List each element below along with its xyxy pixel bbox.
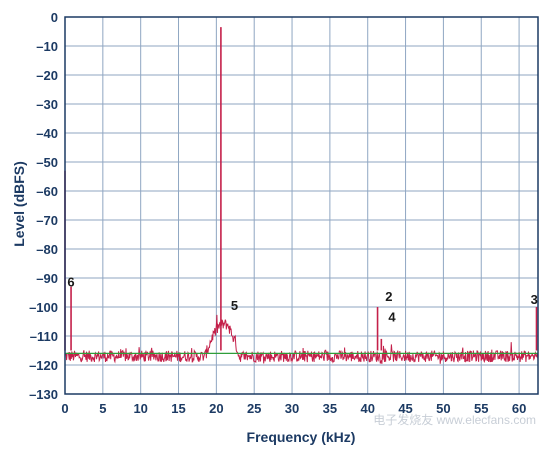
y-tick-label: –120 bbox=[29, 358, 58, 373]
x-tick-label: 5 bbox=[99, 401, 106, 416]
x-tick-label: 30 bbox=[285, 401, 299, 416]
peak-label: 5 bbox=[231, 298, 238, 313]
x-tick-label: 50 bbox=[436, 401, 450, 416]
tick-layer: 0 5 10 15 20 25 30 35 40 45 50 55 600–10–20–30–40–50… bbox=[29, 10, 526, 416]
x-axis-title: Frequency (kHz) bbox=[247, 429, 356, 445]
y-tick-label: –50 bbox=[36, 155, 58, 170]
x-tick-label: 40 bbox=[360, 401, 374, 416]
grid-layer bbox=[64, 16, 538, 395]
peak-label: 2 bbox=[385, 289, 392, 304]
annotation-layer: 6 5 2 4 3 电子发烧友 www.elecfans.com bbox=[67, 275, 537, 427]
y-tick-label: –100 bbox=[29, 300, 58, 315]
frame-layer bbox=[64, 16, 539, 395]
y-tick-label: –90 bbox=[36, 271, 58, 286]
y-tick-label: –30 bbox=[36, 97, 58, 112]
y-tick-label: –10 bbox=[36, 39, 58, 54]
y-tick-label: –60 bbox=[36, 184, 58, 199]
y-tick-label: –80 bbox=[36, 242, 58, 257]
plot-frame bbox=[64, 16, 539, 395]
peak-label: 6 bbox=[67, 275, 74, 290]
y-axis-title: Level (dBFS) bbox=[11, 161, 27, 247]
y-tick-label: –40 bbox=[36, 126, 58, 141]
x-tick-label: 55 bbox=[474, 401, 488, 416]
x-tick-label: 15 bbox=[171, 401, 185, 416]
x-tick-label: 10 bbox=[133, 401, 147, 416]
noise-floor-trace bbox=[64, 314, 539, 364]
plot-background bbox=[65, 17, 538, 394]
peak-label: 4 bbox=[388, 310, 396, 325]
x-tick-label: 25 bbox=[247, 401, 261, 416]
x-tick-label: 45 bbox=[398, 401, 412, 416]
y-tick-label: –70 bbox=[36, 213, 58, 228]
x-tick-label: 0 bbox=[61, 401, 68, 416]
x-tick-label: 35 bbox=[323, 401, 337, 416]
x-tick-label: 20 bbox=[209, 401, 223, 416]
peak-label: 3 bbox=[531, 292, 538, 307]
y-tick-label: –130 bbox=[29, 387, 58, 402]
watermark-logo: 电子发烧友 www.elecfans.com bbox=[373, 412, 536, 427]
y-tick-label: –20 bbox=[36, 68, 58, 83]
y-tick-label: –110 bbox=[30, 329, 58, 344]
y-tick-label: 0 bbox=[51, 10, 58, 25]
x-tick-label: 60 bbox=[512, 401, 526, 416]
